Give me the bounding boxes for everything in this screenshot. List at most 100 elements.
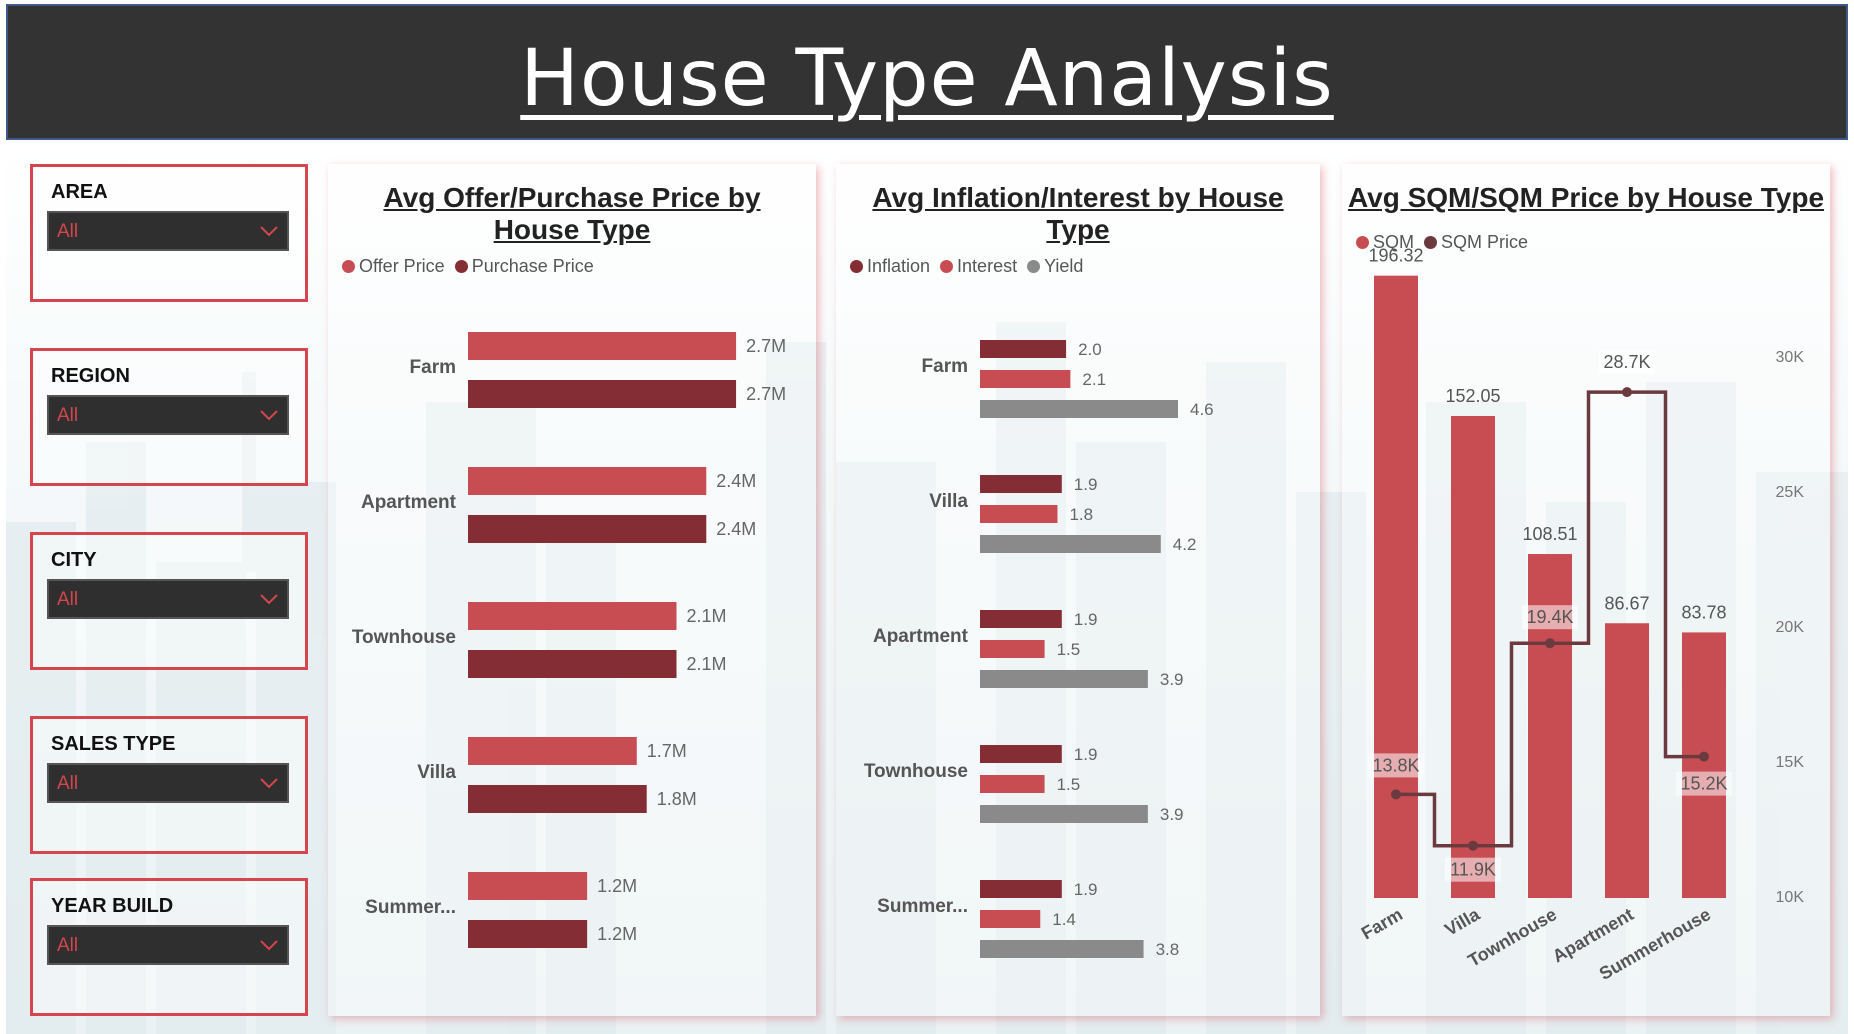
data-label-offer-price-apartment: 2.4M bbox=[716, 471, 756, 491]
legend-item-interest: Interest bbox=[940, 256, 1017, 277]
data-label-bg-sqm-price-townhouse bbox=[1522, 605, 1578, 630]
category-label-villa: Villa bbox=[929, 491, 968, 512]
legend-label: Inflation bbox=[867, 256, 931, 276]
inflation-interest-chart-panel: Avg Inflation/Interest by House Type Inf… bbox=[836, 164, 1320, 1016]
bar-purchase-price-townhouse bbox=[468, 650, 677, 678]
data-label-yield-summer: 3.8 bbox=[1156, 940, 1180, 959]
slicer-city-label: CITY bbox=[51, 549, 97, 571]
data-label-purchase-price-farm: 2.7M bbox=[746, 384, 786, 404]
slicer-area: AREA All bbox=[30, 164, 308, 302]
data-label-sqm-townhouse: 108.51 bbox=[1522, 524, 1577, 544]
bar-yield-villa bbox=[980, 535, 1161, 553]
chevron-down-icon bbox=[260, 594, 278, 605]
slicer-year-build: YEAR BUILD All bbox=[30, 878, 308, 1016]
bar-yield-summer bbox=[980, 940, 1144, 958]
data-label-offer-price-summer: 1.2M bbox=[597, 876, 637, 896]
bar-sqm-villa bbox=[1451, 416, 1495, 898]
bar-interest-townhouse bbox=[980, 775, 1045, 793]
inflation-interest-bar-chart: Farm 2.0 2.1 4.6 Villa 1.9 1.8 4.2 Apartment 1.9 1… bbox=[864, 340, 1214, 959]
data-label-sqm-price-townhouse: 19.4K bbox=[1526, 607, 1573, 627]
category-label-farm: Farm bbox=[922, 356, 968, 377]
sales-type-dropdown-value: All bbox=[57, 773, 79, 794]
legend-label: Yield bbox=[1044, 256, 1084, 276]
slicer-sales-type: SALES TYPE All bbox=[30, 716, 308, 854]
bar-yield-farm bbox=[980, 400, 1178, 418]
year-build-dropdown-value: All bbox=[57, 935, 79, 956]
data-label-offer-price-villa: 1.7M bbox=[647, 741, 687, 761]
sqm-combo-chart: 30K 25K 20K 15K 10K 196.32 Farm 152.05 Villa 108.… bbox=[1358, 246, 1805, 984]
legend-dot bbox=[1424, 236, 1438, 249]
city-dropdown[interactable]: All bbox=[47, 579, 289, 619]
data-label-bg-sqm-price-villa bbox=[1445, 857, 1501, 882]
offer-purchase-chart-panel: Avg Offer/Purchase Price by House Type O… bbox=[328, 164, 816, 1016]
chevron-down-icon bbox=[260, 226, 278, 237]
legend-label: SQM Price bbox=[1441, 232, 1529, 252]
sqm-price-chart-panel: Avg SQM/SQM Price by House Type SQM SQM … bbox=[1342, 164, 1830, 1016]
legend-dot bbox=[342, 260, 355, 273]
y2-tick-label-10k: 10K bbox=[1776, 889, 1805, 906]
data-label-sqm-price-villa: 11.9K bbox=[1450, 860, 1496, 880]
point-sqm-price-apartment bbox=[1622, 387, 1632, 398]
data-label-yield-villa: 4.2 bbox=[1173, 535, 1197, 554]
legend-item-sqm: SQM bbox=[1356, 232, 1414, 253]
bar-sqm-summerhouse bbox=[1682, 632, 1726, 898]
data-label-sqm-summerhouse: 83.78 bbox=[1681, 602, 1726, 622]
data-label-inflation-apartment: 1.9 bbox=[1074, 610, 1098, 629]
data-label-sqm-apartment: 86.67 bbox=[1604, 593, 1649, 613]
data-label-purchase-price-apartment: 2.4M bbox=[716, 519, 756, 539]
slicer-area-label: AREA bbox=[51, 181, 108, 203]
legend-label: Interest bbox=[957, 256, 1018, 276]
bar-inflation-townhouse bbox=[980, 745, 1062, 763]
inflation-interest-legend: Inflation Interest Yield bbox=[850, 256, 1083, 277]
data-label-offer-price-farm: 2.7M bbox=[746, 336, 786, 356]
sales-type-dropdown[interactable]: All bbox=[47, 763, 289, 803]
data-label-bg-sqm-price-farm bbox=[1368, 753, 1424, 778]
area-dropdown[interactable]: All bbox=[47, 211, 289, 251]
slicer-sales-type-label: SALES TYPE bbox=[51, 733, 176, 755]
category-label-summer: Summer... bbox=[365, 897, 456, 918]
chevron-down-icon bbox=[260, 940, 278, 951]
bar-interest-villa bbox=[980, 505, 1058, 523]
bar-offer-price-summer bbox=[468, 872, 588, 900]
data-label-yield-farm: 4.6 bbox=[1190, 400, 1214, 419]
bar-purchase-price-farm bbox=[468, 380, 737, 408]
page-title: House Type Analysis bbox=[520, 34, 1334, 124]
area-dropdown-value: All bbox=[57, 221, 79, 242]
data-label-offer-price-townhouse: 2.1M bbox=[687, 606, 727, 626]
data-label-interest-villa: 1.8 bbox=[1069, 505, 1093, 524]
bar-yield-apartment bbox=[980, 670, 1148, 688]
bar-inflation-villa bbox=[980, 475, 1062, 493]
data-label-inflation-farm: 2.0 bbox=[1078, 340, 1102, 359]
data-label-sqm-price-summerhouse: 15.2K bbox=[1680, 774, 1727, 794]
legend-dot bbox=[454, 260, 468, 273]
category-label-townhouse: Townhouse bbox=[352, 627, 456, 648]
category-label-summer: Summer... bbox=[877, 896, 968, 917]
sqm-price-chart-title: Avg SQM/SQM Price by House Type bbox=[1347, 182, 1825, 213]
bar-inflation-apartment bbox=[980, 610, 1062, 628]
region-dropdown[interactable]: All bbox=[47, 395, 289, 435]
bar-yield-townhouse bbox=[980, 805, 1148, 823]
legend-label: SQM bbox=[1373, 232, 1415, 252]
legend-item-purchase-price: Purchase Price bbox=[454, 256, 594, 277]
bar-interest-apartment bbox=[980, 640, 1045, 658]
y2-tick-label-30k: 30K bbox=[1776, 349, 1805, 366]
header-banner: House Type Analysis bbox=[6, 4, 1848, 140]
legend-dot bbox=[850, 260, 863, 273]
data-label-purchase-price-villa: 1.8M bbox=[657, 789, 697, 809]
point-sqm-price-villa bbox=[1468, 840, 1478, 851]
bar-offer-price-townhouse bbox=[468, 602, 677, 630]
legend-label: Purchase Price bbox=[471, 256, 594, 276]
bar-inflation-summer bbox=[980, 880, 1062, 898]
legend-dot bbox=[1356, 236, 1369, 249]
slicer-city: CITY All bbox=[30, 532, 308, 670]
data-label-purchase-price-townhouse: 2.1M bbox=[687, 654, 727, 674]
offer-purchase-legend: Offer Price Purchase Price bbox=[342, 256, 594, 277]
offer-purchase-chart-title: Avg Offer/Purchase Price by House Type bbox=[383, 182, 761, 245]
y2-tick-label-15k: 15K bbox=[1776, 754, 1805, 771]
point-sqm-price-summerhouse bbox=[1699, 751, 1709, 762]
bar-inflation-farm bbox=[980, 340, 1067, 358]
data-label-inflation-villa: 1.9 bbox=[1074, 475, 1098, 494]
year-build-dropdown[interactable]: All bbox=[47, 925, 289, 965]
slicer-region-label: REGION bbox=[51, 365, 130, 387]
y2-tick-label-20k: 20K bbox=[1776, 619, 1805, 636]
